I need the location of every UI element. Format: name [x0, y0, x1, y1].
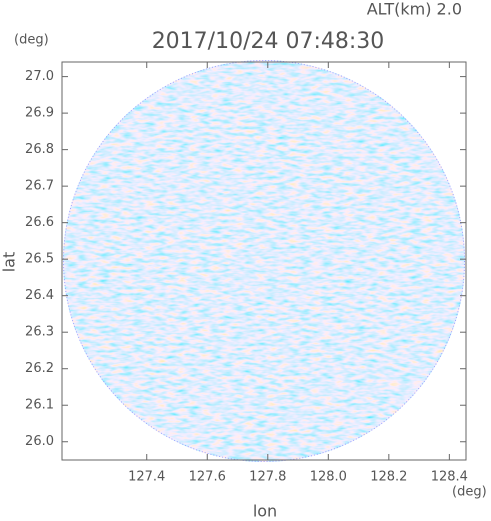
reflectivity-texture	[63, 60, 465, 462]
x-tick-label: 127.4	[128, 470, 165, 485]
x-tick-label: 128.2	[370, 470, 407, 485]
radar-field	[63, 60, 465, 462]
y-unit: (deg)	[14, 33, 49, 48]
y-axis-label: lat	[0, 252, 19, 273]
x-tick-label: 128.0	[310, 470, 347, 485]
y-tick-label: 26.2	[25, 361, 54, 376]
y-tick-label: 26.6	[25, 215, 54, 230]
y-tick-label: 26.3	[25, 325, 54, 340]
chart-title: 2017/10/24 07:48:30	[152, 29, 385, 54]
plot-frame	[61, 61, 467, 461]
y-tick-label: 26.8	[25, 142, 54, 157]
y-tick-label: 26.0	[25, 434, 54, 449]
y-tick-label: 26.1	[25, 398, 54, 413]
subtitle: ALT(km) 2.0	[367, 0, 462, 19]
y-tick-label: 26.9	[25, 106, 54, 121]
y-tick-label: 26.4	[25, 288, 54, 303]
x-unit: (deg)	[452, 485, 487, 500]
x-tick-label: 127.6	[189, 470, 226, 485]
x-tick-label: 128.4	[431, 470, 468, 485]
y-tick-label: 27.0	[25, 69, 54, 84]
y-tick-label: 26.7	[25, 179, 54, 194]
y-tick-label: 26.5	[25, 252, 54, 267]
x-tick-label: 127.8	[249, 470, 286, 485]
x-axis-label: lon	[253, 502, 277, 521]
